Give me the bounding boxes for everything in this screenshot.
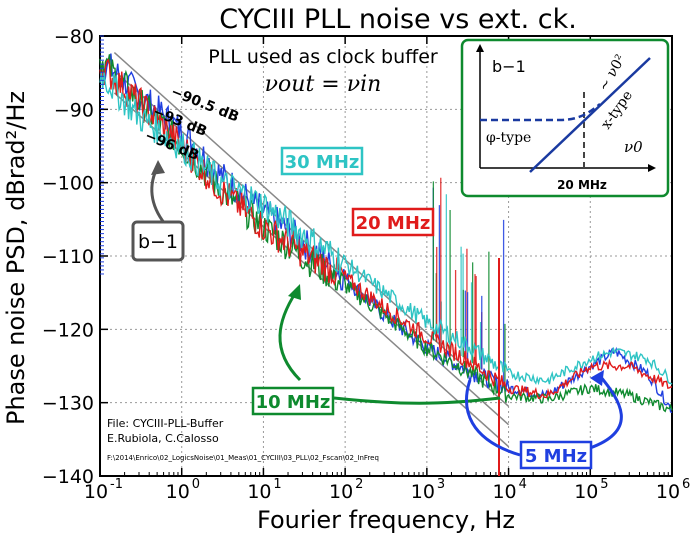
x-axis-label: Fourier frequency, Hz xyxy=(257,506,515,534)
arrowhead-10mhz xyxy=(288,284,301,300)
arrow-10mhz-right xyxy=(333,396,501,405)
b-minus-1-box xyxy=(131,220,185,262)
x-tick-exponent: 5 xyxy=(600,477,608,492)
x-tick-exponent: 3 xyxy=(437,477,445,492)
x-tick-exponent: 2 xyxy=(355,477,363,492)
inset-marker-label: 20 MHz xyxy=(557,178,607,192)
b-minus-1-label: b−1 xyxy=(138,231,178,253)
y-tick-label: −90 xyxy=(54,99,94,121)
b-minus-1-arrow xyxy=(150,165,167,225)
arrow-5mhz-right xyxy=(589,375,623,450)
y-tick-label: −120 xyxy=(42,319,94,341)
arrowhead-5mhz xyxy=(590,370,604,386)
label-box-30mhz xyxy=(280,146,364,176)
x-tick-label: 10 xyxy=(329,481,353,503)
inset-dashed-curve xyxy=(480,103,601,122)
x-tick-exponent: 1 xyxy=(273,477,281,492)
chart-title: CYCIII PLL noise vs ext. ck. xyxy=(219,4,577,35)
inset: b−1 φ-type x-type ~ ν0² ν0 20 MHz xyxy=(460,38,670,198)
inset-x-arrow xyxy=(648,164,656,172)
file-info-1: File: CYCIII-PLL-Buffer xyxy=(107,417,224,430)
y-tick-label: −110 xyxy=(42,246,94,268)
label-box-20mhz xyxy=(351,207,435,237)
x-tick-label: 10 xyxy=(656,481,680,503)
y-tick-label: −140 xyxy=(42,466,94,488)
inset-xlabel: ν0 xyxy=(624,138,643,156)
series-label-30mhz: 30 MHz xyxy=(285,152,360,173)
x-tick-exponent: 4 xyxy=(519,477,527,492)
series-line-10mhz xyxy=(99,54,673,413)
arrow-5mhz xyxy=(465,379,521,457)
series-label-10mhz: 10 MHz xyxy=(256,392,331,413)
series-label-5mhz: 5 MHz xyxy=(525,446,587,467)
inset-box xyxy=(460,38,670,198)
y-tick-label: −130 xyxy=(42,393,94,415)
x-tick-exponent: -1 xyxy=(110,477,123,492)
file-info-3: F:\2014\Enrico\02_LogicsNoise\01_Meas\01… xyxy=(107,454,379,462)
x-tick-label: 10 xyxy=(411,481,435,503)
y-axis-label: Phase noise PSD, dBrad²/Hz xyxy=(2,91,30,425)
inset-y-arrow xyxy=(476,44,484,52)
spur-lines xyxy=(432,177,506,386)
b-minus-1-arrowhead xyxy=(151,160,165,175)
series-label-20mhz: 20 MHz xyxy=(356,213,431,234)
label-box-5mhz xyxy=(519,440,593,470)
annotation-formula: νout = νin xyxy=(265,72,382,97)
x-tick-exponent: 0 xyxy=(192,477,200,492)
x-tick-label: 10 xyxy=(247,481,271,503)
x-tick-label: 10 xyxy=(492,481,516,503)
label-box-10mhz xyxy=(251,386,335,416)
file-info-2: E.Rubiola, C.Calosso xyxy=(107,432,219,445)
x-tick-label: 10 xyxy=(574,481,598,503)
series-line-30mhz xyxy=(99,72,673,386)
arrow-10mhz xyxy=(278,291,302,382)
x-tick-label: 10 xyxy=(166,481,190,503)
inset-ylabel: b−1 xyxy=(492,57,526,76)
x-tick-label: 10 xyxy=(84,481,108,503)
y-tick-label: −100 xyxy=(42,173,94,195)
inset-slope-line xyxy=(529,57,651,173)
data-series xyxy=(99,35,673,414)
annotation-pll-buffer: PLL used as clock buffer xyxy=(208,46,438,68)
inset-left-label: φ-type xyxy=(486,130,531,146)
x-tick-exponent: 6 xyxy=(682,477,690,492)
y-tick-label: −80 xyxy=(54,26,94,48)
